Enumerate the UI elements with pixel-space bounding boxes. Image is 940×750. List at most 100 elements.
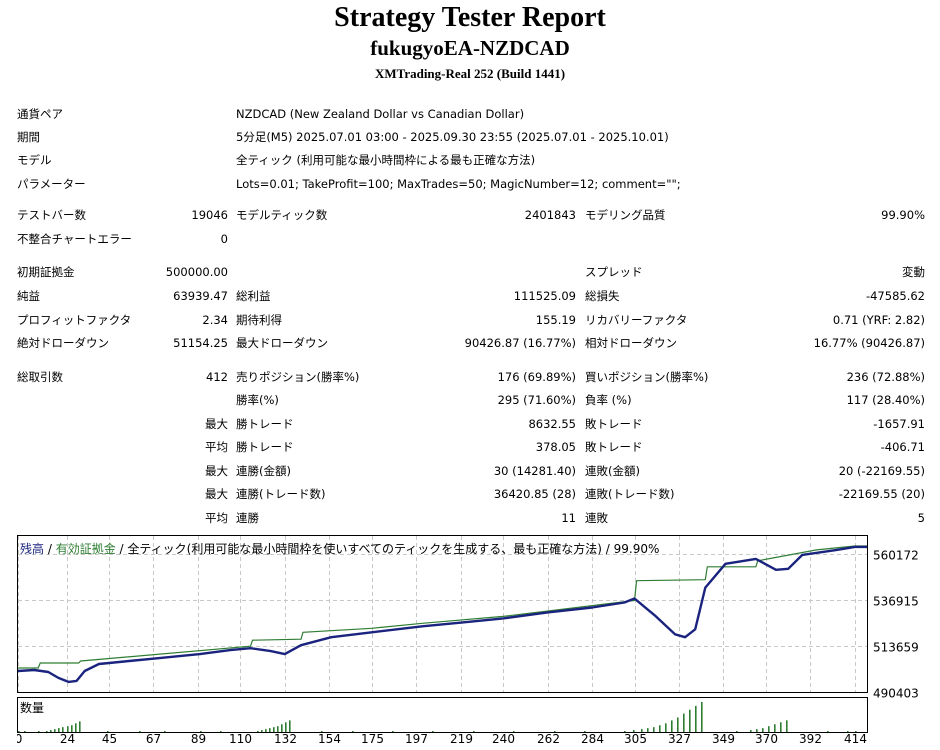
max-word-3: 最大: [205, 487, 228, 501]
x-tick-label: 24: [60, 732, 75, 745]
volume-bar: [38, 731, 40, 732]
volume-bar: [750, 730, 752, 732]
total-trades-value: 412: [206, 370, 228, 384]
volume-bar: [220, 731, 222, 732]
volume-bar: [554, 731, 556, 732]
gross-loss-value: -47585.62: [865, 289, 925, 303]
max-cons-losses-value: 20 (-22169.55): [838, 464, 925, 478]
max-drawdown-value: 90426.87 (16.77%): [464, 336, 576, 350]
volume-bar: [107, 731, 109, 732]
avg-word-2: 平均: [205, 511, 228, 525]
volume-bar: [352, 731, 354, 732]
max-cons-loss-value: -22169.55 (20): [838, 487, 925, 501]
volume-bar: [50, 730, 52, 732]
max-word-1: 最大: [205, 417, 228, 431]
bars-value: 19046: [191, 208, 228, 222]
volume-bar: [513, 731, 515, 732]
y-tick-label: 560172: [873, 549, 919, 563]
legend-separator: /: [44, 542, 56, 556]
rel-drawdown-value: 16.77% (90426.87): [813, 336, 925, 350]
ticks-label: モデルティック数: [236, 208, 328, 222]
max-drawdown-label: 最大ドローダウン: [236, 336, 328, 350]
x-tick-label: 0: [17, 732, 22, 745]
x-tick-label: 392: [799, 732, 822, 745]
max-cons-wins-label: 連勝(金額): [236, 464, 291, 478]
volume-plot-frame: [17, 697, 868, 733]
x-tick-label: 240: [492, 732, 515, 745]
long-positions-value: 236 (72.88%): [846, 370, 925, 384]
deposit-label: 初期証拠金: [17, 265, 75, 279]
volume-bar: [671, 720, 673, 732]
largest-win-value: 8632.55: [528, 417, 576, 431]
x-tick-label: 284: [581, 732, 604, 745]
x-tick-label: 154: [318, 732, 341, 745]
volume-bar: [689, 709, 691, 732]
volume-bar: [257, 731, 259, 732]
volume-label: 数量: [20, 701, 45, 715]
volume-bar: [756, 729, 758, 732]
x-tick-label: 89: [191, 732, 206, 745]
gross-loss-label: 総損失: [585, 289, 620, 303]
x-tick-label: 219: [450, 732, 473, 745]
avg-win-value: 378.05: [535, 440, 576, 454]
report-subtitle: fukugyoEA-NZDCAD: [370, 36, 570, 60]
symbol-value: NZDCAD (New Zealand Dollar vs Canadian D…: [236, 107, 525, 121]
largest-loss-value: -1657.91: [873, 417, 925, 431]
max-cons-losses-label: 連敗(金額): [585, 464, 640, 478]
max-word-2: 最大: [205, 464, 228, 478]
y-tick-label: 490403: [873, 687, 919, 701]
x-tick-label: 305: [624, 732, 647, 745]
volume-bar: [285, 722, 287, 732]
bars-label: テストバー数: [17, 208, 86, 222]
avg-cons-losses-label: 連敗: [585, 511, 608, 525]
volume-bar: [786, 720, 788, 732]
volume-bar: [633, 730, 635, 732]
max-cons-wins-value: 30 (14281.40): [493, 464, 576, 478]
loss-rate-label: 負率 (%): [585, 393, 632, 407]
x-tick-label: 197: [405, 732, 428, 745]
x-tick-label: 132: [274, 732, 297, 745]
equity-line: [17, 545, 867, 684]
ticks-value: 2401843: [524, 208, 576, 222]
short-positions-label: 売りポジション(勝率%): [236, 370, 360, 384]
net-profit-value: 63939.47: [173, 289, 228, 303]
volume-bar: [46, 731, 48, 732]
volume-bar: [695, 705, 697, 732]
volume-bar: [321, 731, 323, 732]
symbol-label: 通貨ペア: [17, 107, 63, 121]
volume-bar: [261, 730, 263, 732]
volume-bar: [683, 713, 685, 732]
y-tick-label: 513659: [873, 641, 919, 655]
x-tick-label: 370: [755, 732, 778, 745]
volume-bar: [473, 731, 475, 732]
mismatch-value: 0: [220, 232, 228, 246]
volume-bar: [624, 731, 626, 732]
volume-bar: [273, 727, 275, 732]
long-positions-label: 買いポジション(勝率%): [585, 370, 709, 384]
params-label: パラメーター: [17, 177, 86, 191]
mismatch-label: 不整合チャートエラー: [17, 232, 132, 246]
win-rate-label: 勝率(%): [236, 393, 279, 407]
volume-bar: [18, 731, 20, 732]
legend-equity: 有効証拠金: [55, 542, 116, 556]
recovery-factor-label: リカバリーファクタ: [585, 313, 688, 327]
volume-bar: [265, 729, 267, 732]
volume-bar: [584, 731, 586, 732]
volume-bar: [67, 726, 69, 732]
volume-bar: [762, 728, 764, 732]
period-label: 期間: [17, 130, 40, 144]
volume-bar: [392, 731, 394, 732]
gross-profit-value: 111525.09: [513, 289, 576, 303]
volume-bar: [855, 731, 857, 732]
volume-bar: [827, 731, 829, 732]
volume-bar: [768, 726, 770, 732]
quality-value: 99.90%: [881, 208, 925, 222]
x-tick-label: 45: [102, 732, 117, 745]
x-tick-label: 262: [537, 732, 560, 745]
volume-bar: [281, 724, 283, 732]
report-title: Strategy Tester Report: [334, 2, 606, 33]
avg-win-label: 勝トレード: [236, 440, 294, 454]
quality-label: モデリング品質: [585, 208, 666, 222]
largest-win-label: 勝トレード: [236, 417, 294, 431]
volume-bar: [71, 725, 73, 732]
